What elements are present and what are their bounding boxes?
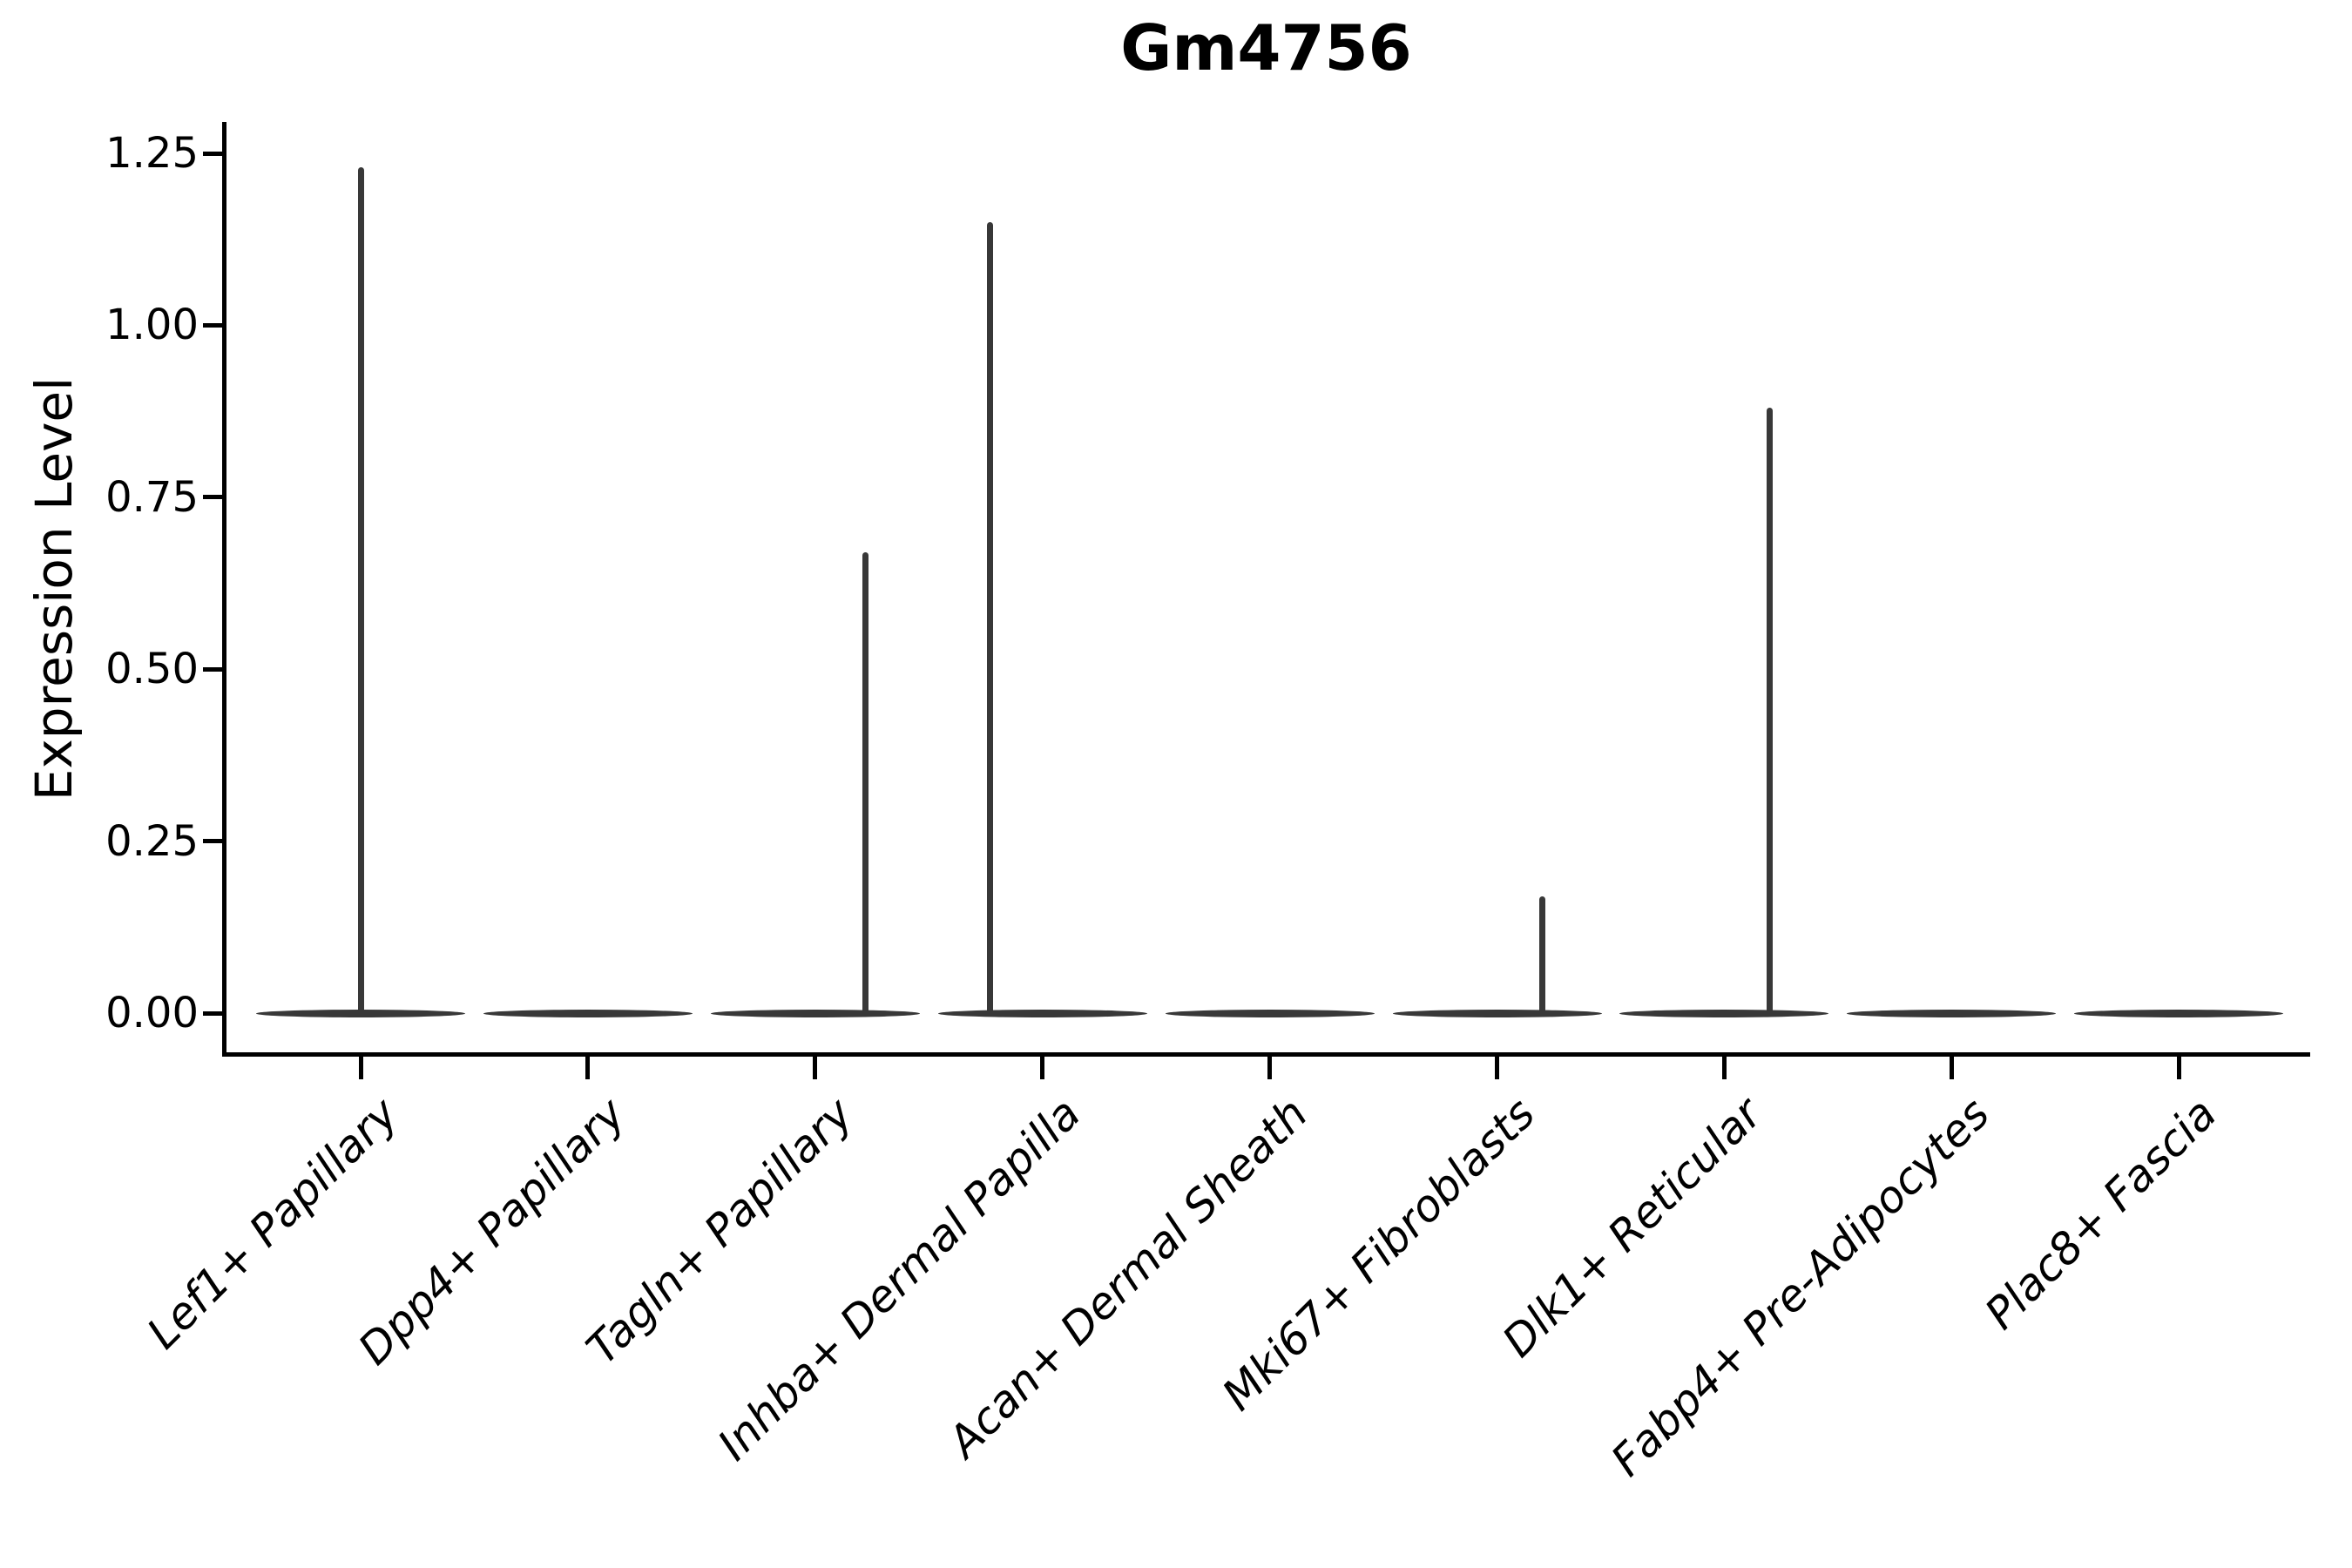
y-tick-label: 0.50	[105, 645, 199, 694]
violin-body	[1392, 1009, 1602, 1017]
violin-body	[256, 1009, 465, 1017]
x-tick-mark	[1495, 1057, 1499, 1079]
violin-body	[710, 1009, 920, 1017]
y-tick-mark	[203, 666, 222, 672]
violin-spike	[1767, 408, 1774, 1013]
x-tick-mark	[813, 1057, 818, 1079]
y-tick-mark	[203, 322, 222, 328]
violin-body	[2074, 1009, 2284, 1017]
x-tick-mark	[2176, 1057, 2181, 1079]
y-axis-line	[222, 122, 226, 1057]
x-tick-label: Plac8+ Fascia	[1975, 1088, 2227, 1340]
violin-body	[1619, 1009, 1829, 1017]
y-tick-mark	[203, 495, 222, 500]
violin-body	[1165, 1009, 1375, 1017]
x-tick-mark	[1040, 1057, 1045, 1079]
x-tick-mark	[585, 1057, 591, 1079]
violin-body	[937, 1009, 1147, 1017]
violin-body	[1847, 1009, 2057, 1017]
y-tick-label: 0.00	[105, 989, 199, 1037]
x-tick-mark	[1721, 1057, 1727, 1079]
y-tick-label: 0.75	[105, 472, 199, 522]
violin-spike	[1539, 896, 1546, 1013]
violin-spike	[862, 551, 868, 1013]
x-tick-label: Inhba+ Dermal Papilla	[707, 1088, 1090, 1470]
x-tick-mark	[1267, 1057, 1273, 1079]
violin-spike	[987, 221, 994, 1013]
y-tick-label: 1.00	[105, 301, 199, 350]
y-tick-mark	[203, 1010, 222, 1016]
x-tick-mark	[358, 1057, 363, 1079]
y-axis-label: Expression Level	[24, 376, 84, 801]
y-tick-label: 0.25	[105, 816, 199, 866]
chart-title: Gm4756	[1120, 11, 1412, 84]
violin-spike	[357, 166, 364, 1013]
y-tick-mark	[203, 839, 222, 844]
y-tick-mark	[203, 151, 222, 156]
y-tick-label: 1.25	[105, 129, 199, 178]
violin-body	[483, 1009, 693, 1017]
x-tick-label: Fabp4+ Pre-Adipocytes	[1601, 1088, 1999, 1486]
x-axis-line	[222, 1052, 2310, 1057]
x-tick-mark	[1949, 1057, 1954, 1079]
